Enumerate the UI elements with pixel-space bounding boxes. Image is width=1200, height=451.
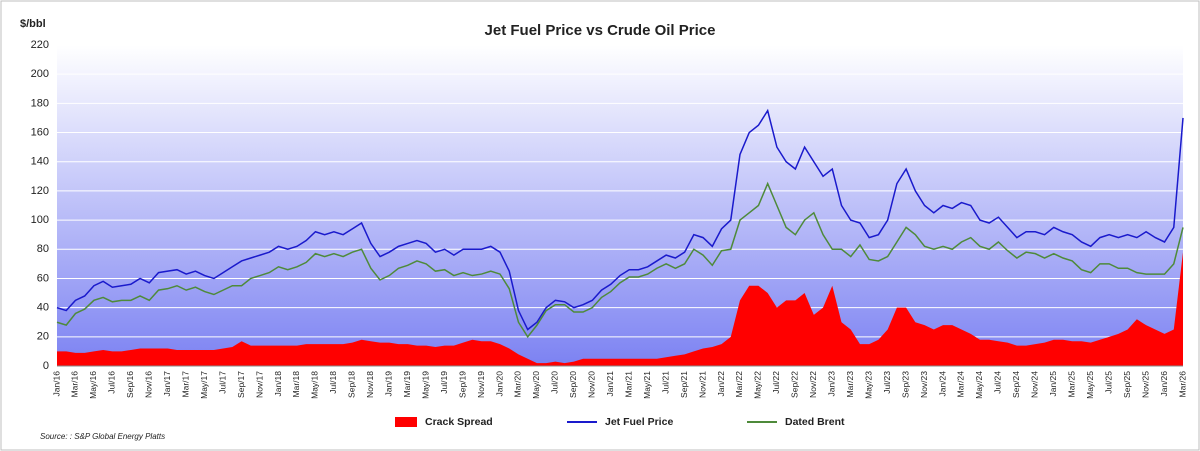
x-tick-label: May/22 — [753, 371, 763, 399]
x-tick-label: Sep/18 — [347, 371, 357, 398]
y-tick-label: 80 — [37, 243, 49, 255]
x-tick-label: Nov/19 — [476, 371, 486, 398]
x-tick-label: May/23 — [863, 371, 873, 399]
x-tick-label: Mar/20 — [513, 371, 523, 398]
x-tick-label: May/16 — [88, 371, 98, 399]
x-tick-label: Nov/16 — [144, 371, 154, 398]
x-tick-label: May/19 — [420, 371, 430, 399]
x-tick-label: Mar/24 — [956, 371, 966, 398]
x-tick-label: Jul/19 — [439, 371, 449, 394]
x-tick-label: Sep/20 — [568, 371, 578, 398]
x-tick-label: Jul/21 — [660, 371, 670, 394]
legend-label: Crack Spread — [425, 416, 493, 428]
x-tick-label: Nov/25 — [1140, 371, 1150, 398]
x-tick-label: Jul/20 — [550, 371, 560, 394]
y-tick-label: 180 — [31, 97, 49, 109]
x-tick-label: Nov/24 — [1030, 371, 1040, 398]
x-tick-label: Jul/18 — [328, 371, 338, 394]
x-tick-label: Jul/24 — [993, 371, 1003, 394]
y-tick-label: 20 — [37, 331, 49, 343]
x-tick-label: Nov/22 — [808, 371, 818, 398]
x-tick-label: Jul/25 — [1103, 371, 1113, 394]
x-tick-label: May/24 — [974, 371, 984, 399]
x-tick-label: Mar/21 — [623, 371, 633, 398]
x-tick-label: May/25 — [1085, 371, 1095, 399]
x-tick-label: May/17 — [199, 371, 209, 399]
x-tick-label: Jan/17 — [162, 371, 172, 397]
x-tick-label: Nov/21 — [697, 371, 707, 398]
x-tick-label: Mar/22 — [734, 371, 744, 398]
x-tick-label: Jan/24 — [937, 371, 947, 397]
x-tick-label: Mar/25 — [1066, 371, 1076, 398]
x-tick-label: Jul/23 — [882, 371, 892, 394]
x-tick-label: Mar/26 — [1177, 371, 1187, 398]
plot-area — [57, 45, 1183, 366]
x-tick-label: Jan/26 — [1159, 371, 1169, 397]
legend-label: Dated Brent — [785, 416, 845, 428]
x-tick-label: Sep/23 — [900, 371, 910, 398]
x-tick-label: Mar/19 — [402, 371, 412, 398]
x-tick-label: May/20 — [531, 371, 541, 399]
x-tick-label: Sep/22 — [790, 371, 800, 398]
y-tick-label: 220 — [31, 39, 49, 51]
x-tick-label: Nov/20 — [587, 371, 597, 398]
y-tick-label: 60 — [37, 272, 49, 284]
y-tick-label: 140 — [31, 156, 49, 168]
x-tick-label: May/18 — [310, 371, 320, 399]
x-tick-label: Jan/18 — [273, 371, 283, 397]
source: Source: : S&P Global Energy Platts — [40, 432, 165, 441]
x-tick-label: Sep/21 — [679, 371, 689, 398]
x-tick-label: May/21 — [642, 371, 652, 399]
x-tick-label: Mar/16 — [70, 371, 80, 398]
x-tick-label: Sep/19 — [457, 371, 467, 398]
x-tick-label: Jan/23 — [827, 371, 837, 397]
y-tick-label: 40 — [37, 302, 49, 314]
y-tick-label: 200 — [31, 68, 49, 80]
legend-label: Jet Fuel Price — [605, 416, 673, 428]
y-tick-label: 120 — [31, 185, 49, 197]
x-tick-label: Nov/23 — [919, 371, 929, 398]
x-tick-label: Jan/19 — [384, 371, 394, 397]
y-tick-label: 100 — [31, 214, 49, 226]
x-tick-label: Jan/16 — [51, 371, 61, 397]
series-line — [56, 181, 1184, 339]
x-tick-label: Nov/17 — [254, 371, 264, 398]
y-tick-label: 0 — [43, 360, 49, 372]
series-line — [56, 108, 1184, 331]
legend-swatch — [395, 417, 417, 427]
x-tick-label: Jan/22 — [716, 371, 726, 397]
x-tick-label: Mar/17 — [180, 371, 190, 398]
x-tick-label: Jul/17 — [217, 371, 227, 394]
x-tick-label: Sep/17 — [236, 371, 246, 398]
y-axis-label: $/bbl — [20, 18, 46, 30]
y-tick-label: 160 — [31, 126, 49, 138]
x-tick-label: Jul/22 — [771, 371, 781, 394]
x-tick-label: Sep/24 — [1011, 371, 1021, 398]
crack-area — [57, 252, 1183, 366]
chart-title: Jet Fuel Price vs Crude Oil Price — [485, 22, 716, 39]
x-tick-label: Sep/25 — [1122, 371, 1132, 398]
x-tick-label: Sep/16 — [125, 371, 135, 398]
x-tick-label: Jan/21 — [605, 371, 615, 397]
x-tick-label: Mar/23 — [845, 371, 855, 398]
x-tick-label: Jan/20 — [494, 371, 504, 397]
x-tick-label: Mar/18 — [291, 371, 301, 398]
x-tick-label: Jan/25 — [1048, 371, 1058, 397]
x-tick-label: Nov/18 — [365, 371, 375, 398]
x-tick-label: Jul/16 — [107, 371, 117, 394]
